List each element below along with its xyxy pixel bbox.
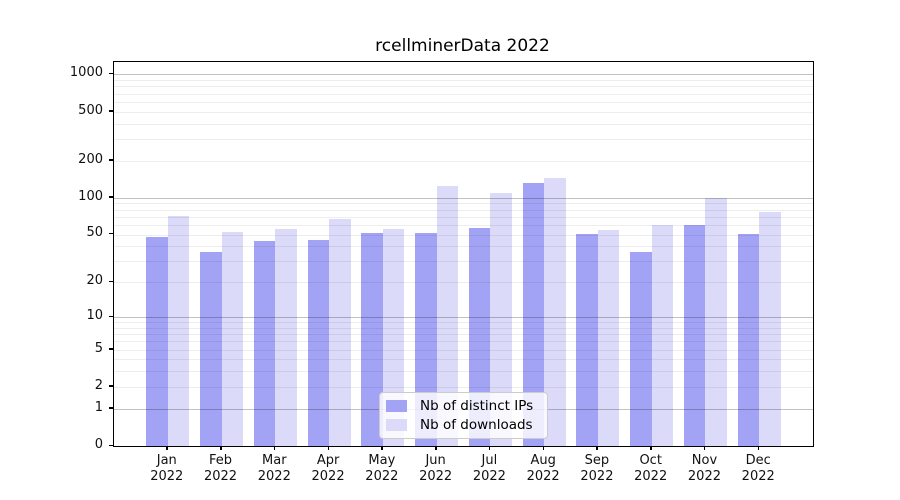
xtick-mark-sep: [596, 446, 598, 450]
bar-ips-mar: [253, 241, 276, 446]
xtick-label-dec: Dec 2022: [741, 453, 775, 484]
ytick-mark-200: [109, 159, 113, 161]
xtick-label-mar: Mar 2022: [257, 453, 291, 484]
bar-downloads-aug: [544, 178, 566, 446]
ytick-mark-500: [109, 110, 113, 112]
chart-title: rcellminerData 2022: [375, 36, 550, 56]
bar-downloads-oct: [651, 224, 674, 446]
xtick-mark-jan: [166, 446, 168, 450]
bar-ips-may: [361, 233, 383, 446]
bar-ips-nov: [683, 224, 706, 446]
bar-downloads-jul: [490, 192, 512, 446]
plot-area: [113, 61, 814, 447]
legend-label-downloads: Nb of downloads: [420, 417, 533, 433]
ytick-mark-2: [109, 385, 113, 387]
bar-downloads-may: [382, 228, 405, 446]
ytick-mark-100: [109, 196, 113, 198]
ytick-mark-5: [109, 348, 113, 350]
bar-downloads-apr: [329, 219, 351, 446]
ytick-mark-50: [109, 232, 113, 235]
xtick-label-nov: Nov 2022: [687, 453, 721, 484]
ytick-mark-1000: [109, 72, 113, 75]
ytick-label-0: 0: [94, 437, 103, 452]
xtick-mark-mar: [273, 446, 276, 450]
bar-downloads-mar: [275, 229, 297, 446]
ytick-mark-10: [109, 315, 113, 317]
bar-ips-jan: [146, 236, 168, 446]
legend-row-distinct-ips: Nb of distinct IPs: [386, 398, 533, 414]
ytick-label-20: 20: [86, 273, 103, 289]
bar-ips-feb: [200, 251, 222, 446]
bars-layer: [114, 62, 813, 446]
legend-row-downloads: Nb of downloads: [386, 417, 533, 433]
xtick-label-jul: Jul 2022: [472, 453, 506, 484]
bar-downloads-jun: [436, 185, 459, 446]
xtick-label-feb: Feb 2022: [203, 453, 238, 484]
ytick-label-1000: 1000: [69, 65, 103, 81]
bar-downloads-nov: [705, 197, 727, 446]
ytick-label-200: 200: [78, 151, 103, 167]
xtick-mark-oct: [650, 446, 652, 450]
xtick-mark-nov: [703, 446, 706, 450]
bar-ips-aug: [522, 182, 545, 446]
ytick-mark-20: [109, 280, 113, 283]
legend: Nb of distinct IPs Nb of downloads: [379, 392, 549, 439]
bar-ips-jul: [468, 227, 491, 446]
xtick-mark-may: [381, 446, 383, 450]
ytick-mark-1: [109, 407, 113, 409]
xtick-mark-aug: [542, 446, 545, 450]
ytick-label-5: 5: [94, 340, 103, 356]
legend-label-distinct-ips: Nb of distinct IPs: [420, 398, 534, 414]
bar-ips-apr: [307, 240, 330, 446]
xtick-mark-jun: [435, 446, 437, 450]
bar-downloads-sep: [597, 230, 620, 446]
xtick-label-jun: Jun 2022: [419, 453, 453, 484]
xtick-label-aug: Aug 2022: [526, 453, 560, 484]
legend-swatch-distinct-ips: [386, 400, 407, 412]
xtick-label-sep: Sep 2022: [580, 453, 614, 484]
bar-ips-oct: [630, 251, 652, 446]
xtick-mark-feb: [220, 446, 222, 450]
bar-downloads-jan: [167, 215, 190, 446]
xtick-label-may: May 2022: [365, 453, 399, 484]
bar-ips-dec: [737, 234, 760, 446]
ytick-label-1: 1: [94, 399, 103, 415]
ytick-label-10: 10: [86, 308, 103, 323]
ytick-label-100: 100: [78, 188, 103, 204]
bar-downloads-feb: [221, 232, 244, 446]
bar-downloads-dec: [759, 212, 781, 446]
xtick-mark-jul: [488, 446, 491, 450]
legend-swatch-downloads: [386, 419, 407, 431]
ytick-mark-0: [109, 444, 113, 446]
ytick-label-500: 500: [78, 102, 103, 118]
xtick-label-jan: Jan 2022: [150, 453, 184, 484]
xtick-label-apr: Apr 2022: [311, 453, 345, 484]
xtick-label-oct: Oct 2022: [634, 453, 668, 484]
xtick-mark-dec: [757, 446, 760, 450]
ytick-label-50: 50: [86, 225, 103, 241]
ytick-label-2: 2: [94, 377, 103, 393]
xtick-mark-apr: [327, 446, 330, 450]
bar-ips-sep: [576, 234, 598, 446]
